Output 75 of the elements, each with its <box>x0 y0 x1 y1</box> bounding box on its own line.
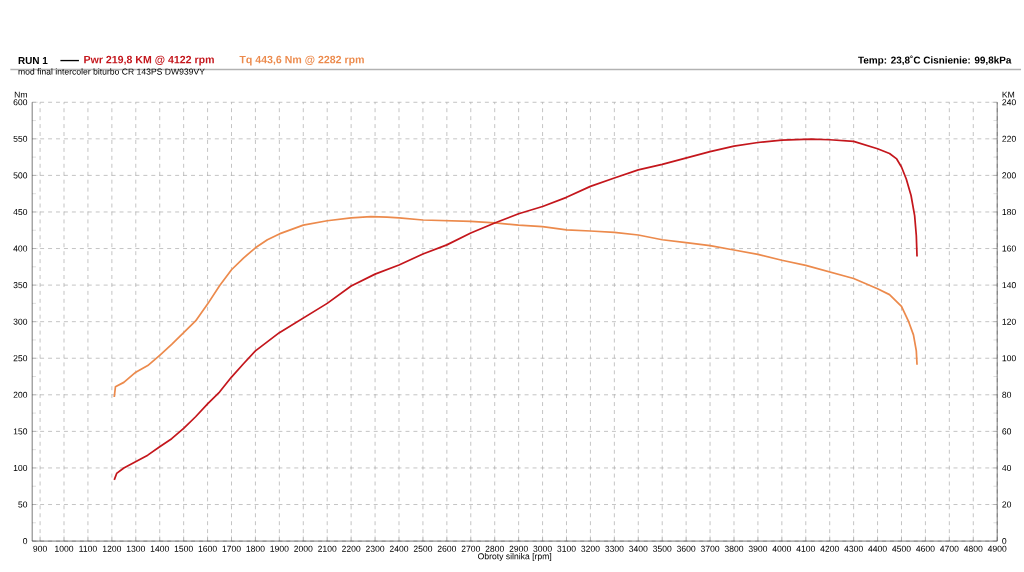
x-tick-label: 2000 <box>294 545 313 552</box>
chart-subtitle: mod final intercoler biturbo CR 143PS DW939VY <box>18 68 205 75</box>
x-tick-label: 4500 <box>892 545 911 552</box>
x-tick-label: 4200 <box>820 545 839 552</box>
y2-tick-label: 220 <box>1002 135 1016 142</box>
x-tick-label: 2900 <box>509 545 528 552</box>
y-tick-label: 600 <box>13 99 28 106</box>
y-tick-label: 50 <box>18 501 28 508</box>
x-tick-label: 3500 <box>652 545 672 552</box>
x-tick-label: 1700 <box>222 545 241 552</box>
x-tick-label: 3200 <box>581 545 600 552</box>
y2-tick-label: 0 <box>1002 538 1007 545</box>
x-tick-label: 3000 <box>533 545 552 552</box>
x-tick-label: 3700 <box>700 545 720 552</box>
x-tick-label: 4900 <box>987 545 1007 552</box>
y2-tick-label: 40 <box>1002 464 1012 472</box>
y2-tick-label: 180 <box>1002 208 1016 216</box>
text: RUN 1 <box>18 57 48 65</box>
x-tick-label: 2800 <box>485 545 504 552</box>
x-tick-label: 1100 <box>79 545 97 552</box>
x-tick-label: 4100 <box>796 545 815 552</box>
y-tick-label: 150 <box>13 428 28 435</box>
x-tick-label: 4600 <box>916 545 935 552</box>
x-tick-label: 3100 <box>557 545 576 552</box>
text: Temp: 23,8˚C Cisnienie: 99,8kPa <box>858 55 1012 66</box>
y-tick-label: 550 <box>13 135 28 142</box>
text: Pwr 219,8 KM @ 4122 rpm <box>84 55 214 66</box>
y-tick-label: 250 <box>13 355 28 362</box>
x-tick-label: 2300 <box>365 545 385 552</box>
y2-tick-label: 20 <box>1002 501 1012 508</box>
x-tick-label: 1300 <box>126 545 146 552</box>
x-tick-label: 3400 <box>629 545 648 552</box>
x-tick-label: 2500 <box>413 545 433 552</box>
x-tick-label: 4800 <box>963 545 983 552</box>
x-tick-label: 4300 <box>844 545 863 552</box>
x-tick-label: 3300 <box>605 545 624 552</box>
x-tick-label: 2600 <box>437 545 457 552</box>
x-tick-label: 2200 <box>342 545 361 552</box>
x-tick-label: 2700 <box>461 545 481 552</box>
x-tick-label: 3800 <box>724 545 744 552</box>
x-tick-label: 1400 <box>150 545 169 552</box>
x-tick-label: 1800 <box>246 545 265 552</box>
x-tick-label: 1200 <box>102 545 122 552</box>
x-tick-label: 4000 <box>772 545 792 552</box>
y2-tick-label: 140 <box>1002 282 1016 289</box>
x-tick-label: 4700 <box>939 545 959 552</box>
x-tick-label: 1500 <box>174 545 193 552</box>
y2-tick-label: 80 <box>1002 391 1012 398</box>
y2-tick-label: 60 <box>1002 428 1012 435</box>
x-tick-label: 3900 <box>748 545 768 552</box>
y-tick-label: 450 <box>13 208 28 216</box>
y2-tick-label: 100 <box>1002 355 1016 362</box>
y2-tick-label: 160 <box>1002 245 1016 252</box>
x-tick-label: 1600 <box>198 545 217 552</box>
y2-axis-title: KM <box>1002 91 1015 98</box>
y-tick-label: 500 <box>13 172 28 179</box>
x-tick-label: 1000 <box>55 545 74 552</box>
x-tick-label: 1900 <box>270 545 289 552</box>
y2-tick-label: 240 <box>1002 99 1016 106</box>
y-tick-label: 200 <box>13 391 28 398</box>
y2-tick-label: 200 <box>1002 172 1016 179</box>
y-tick-label: 100 <box>13 464 28 472</box>
x-axis-title: Obroty silnika [rpm] <box>478 553 552 562</box>
y-tick-label: 0 <box>23 538 28 545</box>
y-tick-label: 400 <box>13 245 28 252</box>
y-tick-label: 350 <box>13 282 28 289</box>
x-tick-label: 4400 <box>868 545 887 552</box>
x-tick-label: 2400 <box>389 545 409 552</box>
x-tick-label: 900 <box>33 545 47 552</box>
y-tick-label: 300 <box>13 318 28 325</box>
x-tick-label: 2100 <box>318 545 337 552</box>
y2-tick-label: 120 <box>1002 318 1016 325</box>
text: Tq 443,6 Nm @ 2282 rpm <box>239 55 364 66</box>
x-tick-label: 3600 <box>676 545 696 552</box>
y-axis-title: Nm <box>14 91 27 98</box>
